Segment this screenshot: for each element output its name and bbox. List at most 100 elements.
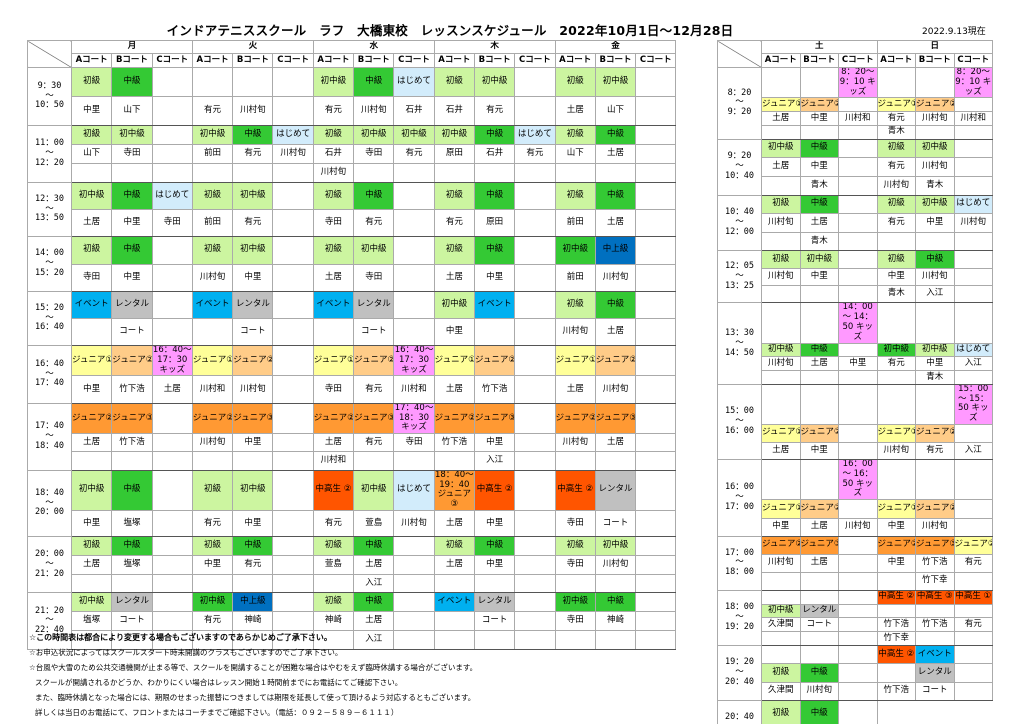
class-cell: ジュニア③ [473, 402, 516, 435]
day-header: 月 [71, 40, 193, 54]
coach-cell [433, 573, 475, 594]
class-cell: ジュニア② [915, 499, 955, 519]
time-sep: ～ [45, 430, 54, 441]
coach-cell [635, 263, 677, 292]
coach-cell [272, 318, 314, 346]
time-start: 20：00 [35, 549, 64, 560]
class-cell [915, 603, 955, 619]
class-cell: レンタル [915, 663, 955, 683]
time-sep: ～ [719, 722, 761, 724]
coach-cell [151, 318, 193, 346]
coach-cell: 中里 [70, 96, 113, 126]
class-cell [635, 344, 677, 377]
court-header: Aコート [554, 53, 596, 68]
class-cell [272, 182, 314, 210]
coach-cell: 青木 [915, 370, 955, 385]
coach-cell: 土居 [799, 213, 839, 233]
coach-cell: 中里 [799, 267, 839, 287]
class-cell [876, 66, 916, 99]
coach-cell: 竹下浩 [915, 553, 955, 573]
coach-cell: 中里 [876, 517, 916, 537]
coach-cell: 有元 [876, 213, 916, 233]
coach-cell: 青木 [876, 285, 916, 304]
coach-cell: 有元 [232, 144, 274, 164]
coach-cell [353, 451, 395, 471]
coach-cell: 寺田 [111, 144, 153, 164]
class-cell [514, 536, 556, 556]
coach-cell: 土居 [761, 441, 801, 461]
coach-cell [272, 209, 314, 237]
coach-cell [953, 631, 993, 646]
class-cell: 初中級 [915, 342, 955, 358]
coach-cell: 石井 [473, 144, 516, 164]
time-sep: ～ [45, 615, 54, 626]
schedule-row: 青木 [718, 124, 993, 140]
class-cell [514, 402, 556, 435]
class-cell [761, 589, 801, 605]
class-cell [953, 302, 993, 344]
coach-cell [635, 433, 677, 453]
coach-cell [838, 175, 878, 196]
class-cell: 初中級 [915, 194, 955, 215]
court-header: Bコート [799, 53, 839, 68]
coach-cell [70, 163, 113, 183]
coach-cell [953, 267, 993, 287]
coach-cell [915, 631, 955, 646]
time-start: 15：00 [725, 406, 754, 417]
time-sep: ～ [45, 497, 54, 508]
coach-cell [111, 163, 153, 183]
class-cell: 初中級 [353, 236, 395, 265]
class-cell [761, 644, 801, 665]
schedule-row: ジュニア① ジュニア② ジュニア① ジュニア② [718, 499, 993, 519]
class-cell: ジュニア② [594, 344, 637, 377]
schedule-row: 青木 入江 [718, 285, 993, 304]
schedule-row: 9：30 ～ 10：50 初級 中級 初中級 中級 はじめて 初級 初中級 初級 初中級 [27, 67, 677, 126]
coach-cell [953, 157, 993, 177]
class-cell: 15：00～ 15：50 キッズ [953, 383, 993, 425]
day-header: 土 [761, 40, 878, 54]
coach-cell: 土居 [799, 356, 839, 372]
class-cell [393, 536, 435, 556]
coach-cell [151, 509, 193, 538]
class-cell [838, 250, 878, 269]
class-cell: 初級 [554, 182, 596, 210]
coach-cell: 中里 [111, 209, 153, 237]
class-cell: 初級 [191, 236, 234, 265]
class-cell: ジュニア③ [232, 402, 274, 435]
class-cell: 中級 [799, 699, 839, 724]
coach-cell: 川村旬 [232, 375, 274, 404]
coach-cell [232, 451, 274, 471]
coach-cell [953, 517, 993, 537]
class-cell: 初中級 [433, 125, 475, 145]
coach-cell [635, 554, 677, 575]
class-cell [393, 236, 435, 265]
class-cell: レンタル [111, 592, 153, 613]
class-cell: 初中級 [473, 67, 516, 97]
coach-cell: 塩塚 [111, 509, 153, 538]
coach-cell: 入江 [353, 630, 395, 651]
header-corner [27, 40, 72, 68]
class-cell: ジュニア② [312, 402, 355, 435]
coach-cell [191, 163, 234, 183]
class-cell: 初中級 [761, 603, 801, 619]
time-end: 16：00 [725, 425, 754, 436]
coach-cell [151, 433, 193, 453]
time-start: 17：00 [725, 547, 754, 558]
class-cell: イベント [312, 291, 355, 319]
class-cell [151, 469, 193, 511]
coach-cell: 神崎 [594, 611, 637, 632]
note-line: ☆この時間表は都合により変更する場合もございますのであらかじめご了承下さい。 [29, 633, 332, 642]
coach-cell [151, 263, 193, 292]
class-cell [635, 592, 677, 613]
schedule-row: 11：00 ～ 12：20 初級 初中級 初中級 中級 はじめて 初級 初中級 初中級 初中級 中級 はじ… [27, 125, 677, 183]
class-cell [799, 459, 839, 501]
class-cell [799, 589, 839, 605]
schedule-row: ジュニア① ジュニア② ジュニア① ジュニア② [718, 97, 993, 113]
coach-cell [635, 318, 677, 346]
class-cell [272, 67, 314, 97]
class-cell: はじめて [953, 342, 993, 358]
class-cell: 初級 [554, 291, 596, 319]
class-cell: 初中級 [554, 236, 596, 265]
time-start: 9：30 [37, 80, 62, 91]
schedule-row: 青木 川村旬 青木 [718, 175, 993, 196]
